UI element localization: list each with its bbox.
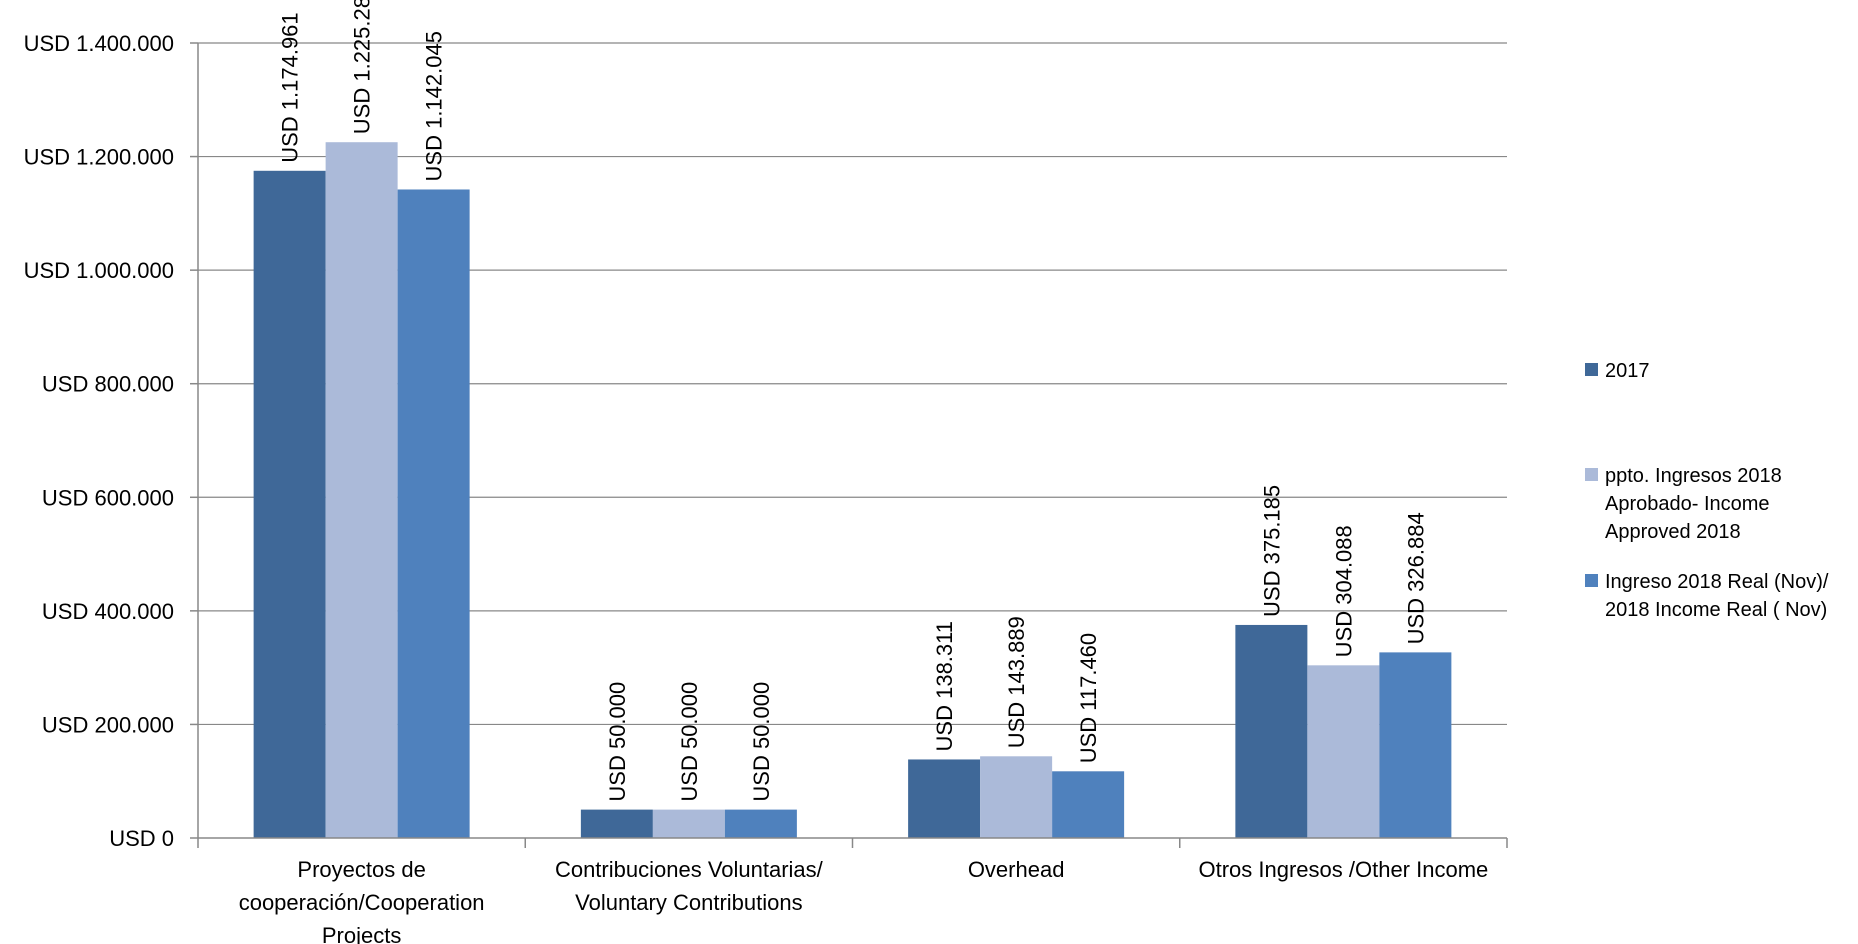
- legend-swatch: [1585, 574, 1598, 587]
- x-category-label: Projects: [322, 923, 401, 944]
- bar: [1379, 652, 1452, 838]
- data-label: USD 50.000: [677, 682, 702, 802]
- data-label: USD 326.884: [1403, 512, 1428, 644]
- bar: [908, 759, 981, 838]
- axes: [190, 42, 1508, 848]
- data-label: USD 375.185: [1259, 485, 1284, 617]
- legend-entry-label: 2018 Income Real ( Nov): [1605, 599, 1827, 621]
- data-label: USD 304.088: [1331, 525, 1356, 657]
- y-tick-label: USD 1.000.000: [24, 258, 174, 283]
- bar: [325, 142, 398, 839]
- legend-entry-label: Aprobado- Income: [1605, 493, 1770, 515]
- y-axis-tick-labels: USD 0 USD 200.000 USD 400.000 USD 600.000 US…: [24, 31, 174, 851]
- bar: [1052, 771, 1125, 838]
- legend-entry-label: Ingreso 2018 Real (Nov)/: [1605, 571, 1829, 593]
- x-category-label: Contribuciones Voluntarias/: [555, 857, 824, 882]
- bar: [980, 756, 1053, 838]
- x-category-label: Voluntary Contributions: [575, 890, 802, 915]
- y-tick-label: USD 800.000: [42, 372, 174, 397]
- data-labels: USD 1.174.961 USD 1.225.285 USD 1.142.045 U…: [278, 0, 1429, 802]
- y-tick-label: USD 200.000: [42, 712, 174, 737]
- data-label: USD 50.000: [605, 682, 630, 802]
- bar: [724, 809, 797, 838]
- x-category-label: Proyectos de: [297, 857, 425, 882]
- x-category-label: Overhead: [968, 857, 1065, 882]
- bar: [397, 189, 470, 839]
- y-tick-label: USD 600.000: [42, 485, 174, 510]
- bar: [1235, 624, 1308, 838]
- x-category-label: cooperación/Cooperation: [239, 890, 485, 915]
- data-label: USD 143.889: [1004, 616, 1029, 748]
- bar: [652, 809, 725, 838]
- y-tick-label: USD 1.400.000: [24, 31, 174, 56]
- legend-swatch: [1585, 468, 1598, 481]
- legend-entry-label: 2017: [1605, 360, 1650, 382]
- data-label: USD 117.460: [1076, 633, 1101, 763]
- bar: [253, 170, 326, 838]
- bar: [580, 809, 653, 838]
- data-label: USD 138.311: [932, 621, 957, 751]
- data-label: USD 1.142.045: [422, 31, 447, 181]
- y-tick-label: USD 400.000: [42, 599, 174, 624]
- bars: [253, 142, 1452, 839]
- x-axis-category-labels: Proyectos de cooperación/Cooperation Proje…: [239, 857, 1489, 944]
- data-label: USD 50.000: [749, 682, 774, 802]
- data-label: USD 1.225.285: [350, 0, 375, 134]
- y-tick-label: USD 1.200.000: [24, 145, 174, 170]
- x-category-label: Otros Ingresos /Other Income: [1198, 857, 1488, 882]
- legend: 2017 ppto. Ingresos 2018 Aprobado- Income A…: [1585, 360, 1829, 621]
- bar: [1307, 665, 1380, 838]
- data-label: USD 1.174.961: [278, 12, 303, 162]
- y-tick-label: USD 0: [109, 826, 174, 851]
- legend-swatch: [1585, 363, 1598, 376]
- legend-entry-label: ppto. Ingresos 2018: [1605, 465, 1782, 487]
- legend-entry-label: Approved 2018: [1605, 521, 1741, 543]
